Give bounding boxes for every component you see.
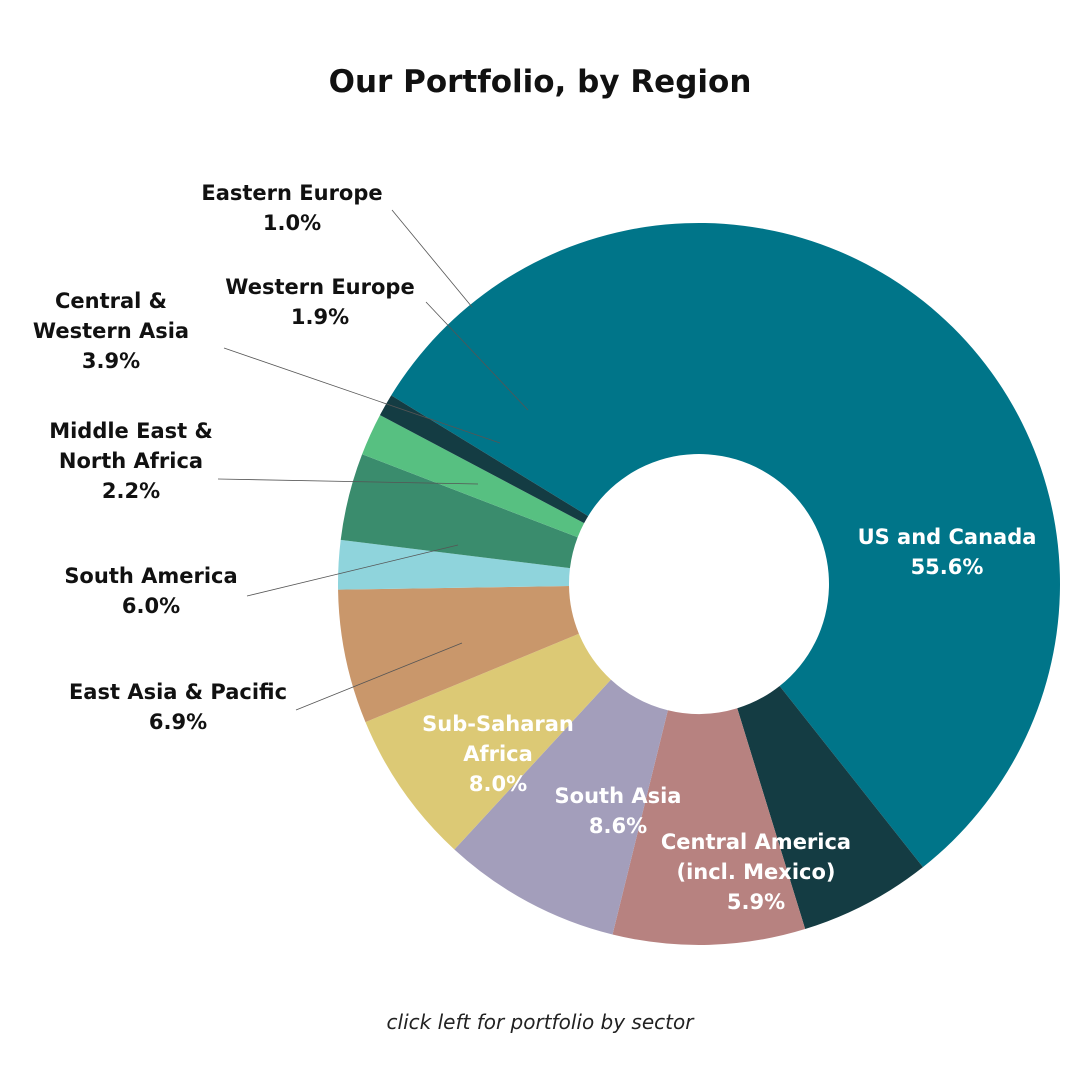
slice-south-america: [338, 586, 579, 723]
leader-line-western-europe: [425, 301, 529, 411]
slice-us-and-canada: [391, 223, 1060, 868]
slice-western-europe: [362, 415, 585, 538]
data-label-us-and-canada: US and Canada 55.6%: [858, 525, 1037, 579]
footnote-link[interactable]: click left for portfolio by sector: [386, 1010, 694, 1034]
data-label-sub-saharan-africa: Sub-Saharan Africa 8.0%: [422, 712, 574, 796]
slice-eastern-europe: [379, 395, 589, 524]
leader-line-east-asia-pacific: [295, 642, 463, 711]
data-label-western-europe: Western Europe 1.9%: [225, 275, 414, 329]
slice-sub-saharan-africa: [454, 679, 668, 935]
leader-line-eastern-europe: [391, 209, 473, 308]
data-label-central-america-incl-mexico: Central America (incl. Mexico) 5.9%: [661, 830, 851, 914]
slice-south-asia: [612, 708, 806, 945]
chart-title: Our Portfolio, by Region: [328, 64, 752, 100]
leader-line-central-western-asia: [223, 347, 501, 444]
leader-line-south-america: [246, 544, 459, 597]
data-label-eastern-europe: Eastern Europe 1.0%: [201, 181, 382, 235]
slice-east-asia-pacific: [365, 633, 611, 850]
slice-middle-east-north-africa: [337, 539, 570, 590]
slice-central-america-incl-mexico: [737, 685, 923, 930]
data-label-east-asia-pacific: East Asia & Pacific 6.9%: [69, 680, 287, 734]
data-label-south-asia: South Asia 8.6%: [555, 784, 682, 838]
leader-line-middle-east-north-africa: [217, 478, 479, 485]
data-label-south-america: South America 6.0%: [64, 564, 237, 618]
data-label-middle-east-north-africa: Middle East & North Africa 2.2%: [49, 419, 213, 503]
data-label-central-western-asia: Central & Western Asia 3.9%: [33, 289, 189, 373]
